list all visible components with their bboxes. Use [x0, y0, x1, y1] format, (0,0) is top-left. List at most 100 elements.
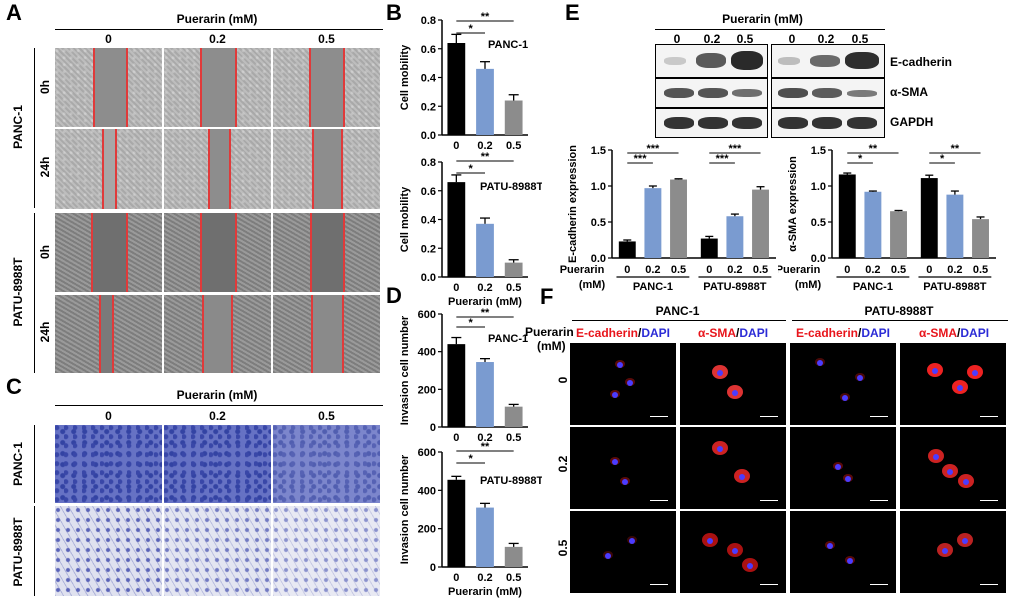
panel-e-title: Puerarin (mM) — [722, 12, 803, 26]
chart-invasion-patu: 0 200 400 600 0 0.2 0.5 Invasion cell number PAT… — [399, 441, 542, 598]
y-axis-title: E-cadherin expression — [567, 145, 579, 263]
x-tick-label: 0.5 — [973, 264, 988, 276]
cell-nucleus — [627, 380, 633, 386]
panel-a-time-0h-2: 0h — [38, 245, 52, 260]
panel-a-dose-0: 0 — [105, 32, 112, 46]
y-axis-title: Invasion cell number — [399, 315, 411, 425]
bar — [504, 262, 523, 277]
bar — [618, 241, 636, 258]
x-axis-title: Puerarin (mM) — [448, 296, 522, 308]
cell-nucleus — [732, 548, 738, 554]
bar — [920, 178, 938, 258]
y-tick-label: 0.5 — [811, 217, 826, 229]
fluorescence-image — [570, 343, 676, 425]
bar — [447, 43, 466, 135]
blot-label-asma: α-SMA — [890, 85, 929, 99]
wound-image-patu-24h-dose02 — [164, 295, 271, 373]
panel-e-dose-02-b: 0.2 — [817, 32, 835, 46]
panel-label-c: C — [6, 374, 22, 399]
y-tick-label: 0 — [430, 562, 436, 574]
panel-f-row-title-line1: Puerarin — [525, 325, 574, 339]
panel-c-patu-bracket — [34, 506, 36, 596]
x-tick-label: 0 — [624, 264, 630, 276]
fluorescence-image — [790, 511, 896, 593]
significance-label: ** — [951, 143, 960, 155]
panel-label-a: A — [6, 0, 22, 25]
panel-c-line-patu: PATU-8988T — [11, 517, 25, 587]
cell-nucleus — [857, 375, 863, 381]
wound-image-patu-24h-dose0 — [55, 295, 162, 373]
chart-annotation: PATU-8988T — [480, 181, 542, 193]
panel-a-patu-bracket — [34, 213, 36, 373]
panel-a-time-24h-2: 24h — [38, 321, 52, 343]
significance-label: *** — [646, 143, 660, 155]
bar — [644, 188, 662, 258]
y-axis-title: Cell mobility — [399, 186, 411, 252]
stain-sep: / — [957, 326, 961, 340]
panel-f-stain-4: α-SMA/DAPI — [900, 326, 1008, 340]
bar — [476, 223, 494, 277]
panel-f-row-0: 0 — [556, 376, 570, 384]
wound-image-patu-24h-dose05 — [273, 295, 380, 373]
y-tick-label: 600 — [418, 447, 436, 459]
invasion-image-patu-dose05 — [273, 506, 380, 596]
y-tick-label: 0 — [430, 422, 436, 434]
scale-bar — [980, 499, 998, 501]
panel-a-panc1-bracket — [34, 48, 36, 208]
x-tick-label: 0.2 — [477, 282, 492, 294]
panel-e-title-rule — [655, 29, 885, 31]
stain-sep: / — [638, 326, 642, 340]
y-tick-label: 600 — [418, 309, 436, 321]
group-label: PATU-8988T — [923, 281, 986, 293]
cell-nucleus — [707, 538, 713, 544]
panel-label-b: B — [386, 0, 402, 25]
wound-image-panc1-0h-dose05 — [273, 48, 380, 127]
panel-f-group-patu: PATU-8988T — [864, 304, 934, 318]
panel-c-dose-0: 0 — [105, 409, 112, 423]
cell-nucleus — [732, 390, 738, 396]
panel-f-stain-2: α-SMA/DAPI — [680, 326, 786, 340]
stain-dapi-label: DAPI — [861, 326, 891, 340]
y-axis-title: Cell mobility — [399, 44, 411, 110]
scale-bar — [650, 415, 668, 417]
panel-a-time-24h-1: 24h — [38, 156, 52, 178]
panel-a-time-0h-1: 0h — [38, 80, 52, 95]
panel-c-title: Puerarin (mM) — [176, 388, 258, 402]
x-tick-label: 0.5 — [506, 432, 521, 444]
bar — [447, 479, 466, 567]
stain-dapi-label: DAPI — [641, 326, 671, 340]
panel-a-line-panc1: PANC-1 — [11, 105, 25, 149]
cell-nucleus — [612, 392, 618, 398]
bar — [476, 507, 494, 567]
scale-bar — [980, 583, 998, 585]
y-tick-label: 0.6 — [421, 186, 436, 198]
x-tick-label: 0 — [453, 282, 459, 294]
cell-nucleus — [717, 370, 723, 376]
y-tick-label: 0.8 — [421, 157, 436, 169]
cell-nucleus — [947, 469, 953, 475]
bar — [447, 182, 466, 277]
bar — [946, 194, 964, 258]
y-tick-label: 1.5 — [811, 145, 826, 157]
y-tick-label: 200 — [418, 524, 436, 536]
cell-nucleus — [629, 538, 635, 544]
blot-gapdh-panc1 — [655, 108, 768, 138]
x-tick-label: 0.2 — [727, 264, 742, 276]
panel-e-dose-0-b: 0 — [788, 32, 796, 46]
significance-label: * — [469, 163, 474, 175]
invasion-image-panc1-dose05 — [273, 425, 380, 503]
x-tick-label: 0 — [453, 572, 459, 584]
bar — [700, 238, 718, 258]
scale-bar — [870, 415, 888, 417]
bar — [504, 406, 523, 427]
wound-image-panc1-0h-dose0 — [55, 48, 162, 127]
panel-c-line-panc1: PANC-1 — [11, 442, 25, 486]
x-tick-label: 0.5 — [506, 282, 521, 294]
fluorescence-image — [680, 343, 786, 425]
cell-nucleus — [827, 543, 833, 549]
bar — [504, 100, 523, 135]
y-tick-label: 0.0 — [811, 253, 826, 265]
significance-label: * — [469, 317, 474, 329]
fluorescence-image — [570, 511, 676, 593]
bar — [476, 68, 494, 135]
